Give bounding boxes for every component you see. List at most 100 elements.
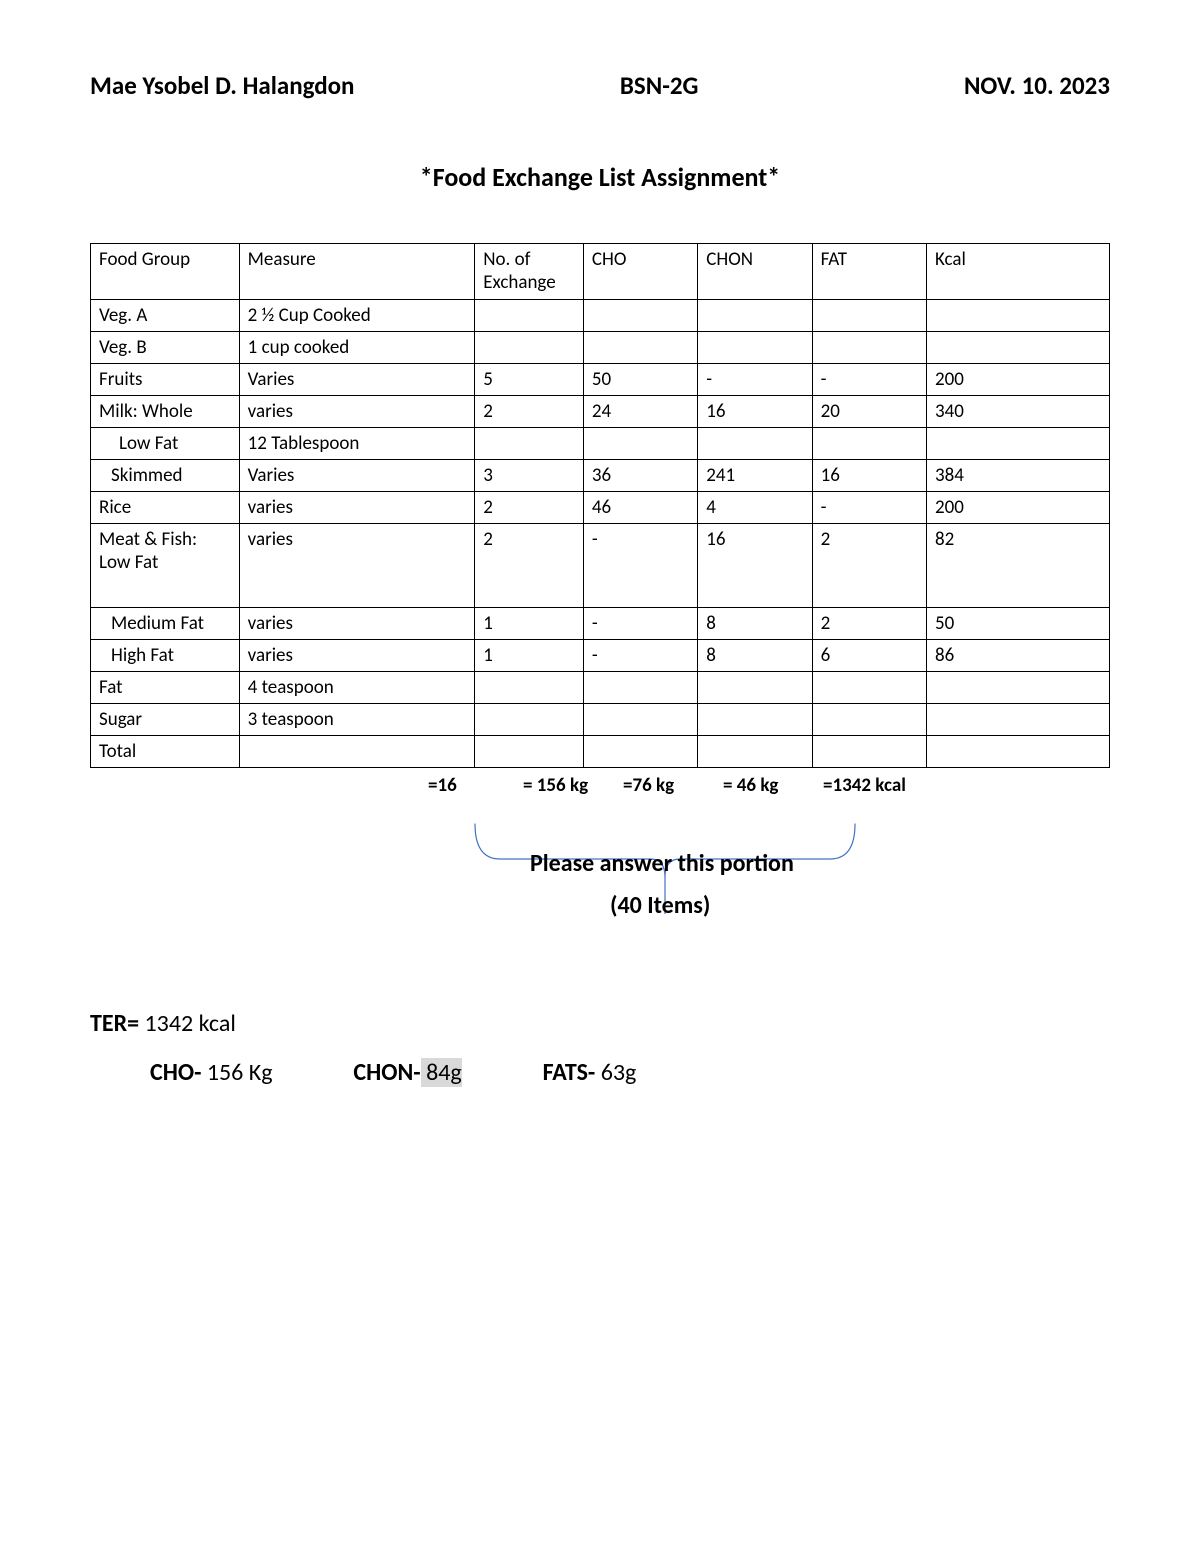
table-cell: 50 — [926, 608, 1109, 640]
section: BSN-2G — [620, 70, 699, 101]
table-cell — [583, 428, 697, 460]
totals-row: =16 = 156 kg =76 kg = 46 kg =1342 kcal — [92, 768, 1110, 797]
table-cell: Varies — [239, 364, 475, 396]
table-cell — [698, 428, 812, 460]
table-cell — [583, 332, 697, 364]
table-cell: Veg. B — [91, 332, 240, 364]
table-cell: 241 — [698, 460, 812, 492]
fats-value: 63g — [595, 1058, 636, 1087]
table-cell: 16 — [698, 524, 812, 608]
table-cell: 5 — [475, 364, 584, 396]
table-cell — [812, 704, 926, 736]
ter-value: 1342 kcal — [139, 1009, 236, 1038]
table-cell: 8 — [698, 608, 812, 640]
table-cell: Milk: Whole — [91, 396, 240, 428]
table-cell: - — [812, 492, 926, 524]
cho-value: 156 Kg — [201, 1058, 272, 1087]
table-cell: Fat — [91, 672, 240, 704]
column-header: No. of Exchange — [475, 244, 584, 300]
table-cell — [926, 736, 1109, 768]
cho-label: CHO- — [150, 1058, 201, 1087]
table-cell: - — [698, 364, 812, 396]
total-chon: =76 kg — [623, 774, 723, 797]
table-cell: 2 — [475, 396, 584, 428]
table-cell: Fruits — [91, 364, 240, 396]
table-cell: 1 — [475, 640, 584, 672]
header-row: Mae Ysobel D. Halangdon BSN-2G NOV. 10. … — [90, 70, 1110, 101]
table-row: Sugar3 teaspoon — [91, 704, 1110, 736]
table-row: Ricevaries2464-200 — [91, 492, 1110, 524]
table-row: Veg. B1 cup cooked — [91, 332, 1110, 364]
table-cell: Skimmed — [91, 460, 240, 492]
table-cell: Medium Fat — [91, 608, 240, 640]
callout-line1: Please answer this portion — [530, 849, 794, 878]
table-row: Medium Fatvaries1-8250 — [91, 608, 1110, 640]
table-cell: 2 — [475, 492, 584, 524]
total-cho: = 156 kg — [523, 774, 623, 797]
column-header: CHO — [583, 244, 697, 300]
column-header: Food Group — [91, 244, 240, 300]
column-header: Kcal — [926, 244, 1109, 300]
table-cell: 16 — [812, 460, 926, 492]
table-cell: varies — [239, 524, 475, 608]
table-cell: 36 — [583, 460, 697, 492]
ter-label: TER= — [90, 1009, 139, 1038]
table-cell: Veg. A — [91, 300, 240, 332]
page-title: *Food Exchange List Assignment* — [90, 161, 1110, 193]
bracket-icon — [470, 819, 870, 939]
table-cell — [239, 736, 475, 768]
table-cell: 2 — [812, 608, 926, 640]
table-row: Total — [91, 736, 1110, 768]
table-cell: - — [812, 364, 926, 396]
table-cell — [583, 704, 697, 736]
column-header: CHON — [698, 244, 812, 300]
table-cell — [698, 672, 812, 704]
table-cell: 16 — [698, 396, 812, 428]
food-exchange-table: Food GroupMeasureNo. of ExchangeCHOCHONF… — [90, 243, 1110, 768]
callout-region: Please answer this portion (40 Items) — [90, 819, 1110, 949]
total-exchange: =16 — [428, 774, 523, 797]
chon-value: 84g — [421, 1058, 462, 1087]
table-cell — [475, 428, 584, 460]
table-cell: Total — [91, 736, 240, 768]
ter-line: TER= 1342 kcal — [90, 1009, 1110, 1038]
macros-line: CHO- 156 Kg CHON- 84g FATS- 63g — [90, 1058, 1110, 1087]
column-header: FAT — [812, 244, 926, 300]
table-cell — [812, 300, 926, 332]
table-cell: 340 — [926, 396, 1109, 428]
total-fat: = 46 kg — [723, 774, 823, 797]
table-cell: 2 — [812, 524, 926, 608]
table-cell: High Fat — [91, 640, 240, 672]
table-cell — [926, 704, 1109, 736]
table-body: Veg. A2 ½ Cup CookedVeg. B1 cup cookedFr… — [91, 300, 1110, 768]
table-cell — [475, 332, 584, 364]
table-cell: 4 teaspoon — [239, 672, 475, 704]
table-cell: 3 teaspoon — [239, 704, 475, 736]
document-page: Mae Ysobel D. Halangdon BSN-2G NOV. 10. … — [0, 0, 1200, 1553]
table-cell: 12 Tablespoon — [239, 428, 475, 460]
table-cell: 3 — [475, 460, 584, 492]
table-cell: 20 — [812, 396, 926, 428]
table-cell — [698, 736, 812, 768]
table-cell: 2 — [475, 524, 584, 608]
table-cell — [583, 736, 697, 768]
table-cell — [812, 672, 926, 704]
table-cell — [475, 704, 584, 736]
table-row: Low Fat12 Tablespoon — [91, 428, 1110, 460]
table-row: Fat4 teaspoon — [91, 672, 1110, 704]
table-cell — [475, 736, 584, 768]
table-cell — [475, 300, 584, 332]
table-cell: varies — [239, 396, 475, 428]
table-cell: 200 — [926, 364, 1109, 396]
table-cell: 1 — [475, 608, 584, 640]
table-row: High Fatvaries1-8686 — [91, 640, 1110, 672]
table-cell — [926, 428, 1109, 460]
callout-line2: (40 Items) — [610, 891, 710, 920]
table-cell — [926, 300, 1109, 332]
table-cell — [926, 672, 1109, 704]
table-cell: 46 — [583, 492, 697, 524]
table-cell: varies — [239, 640, 475, 672]
table-cell: 6 — [812, 640, 926, 672]
student-name: Mae Ysobel D. Halangdon — [90, 70, 354, 101]
table-cell: Low Fat — [91, 428, 240, 460]
